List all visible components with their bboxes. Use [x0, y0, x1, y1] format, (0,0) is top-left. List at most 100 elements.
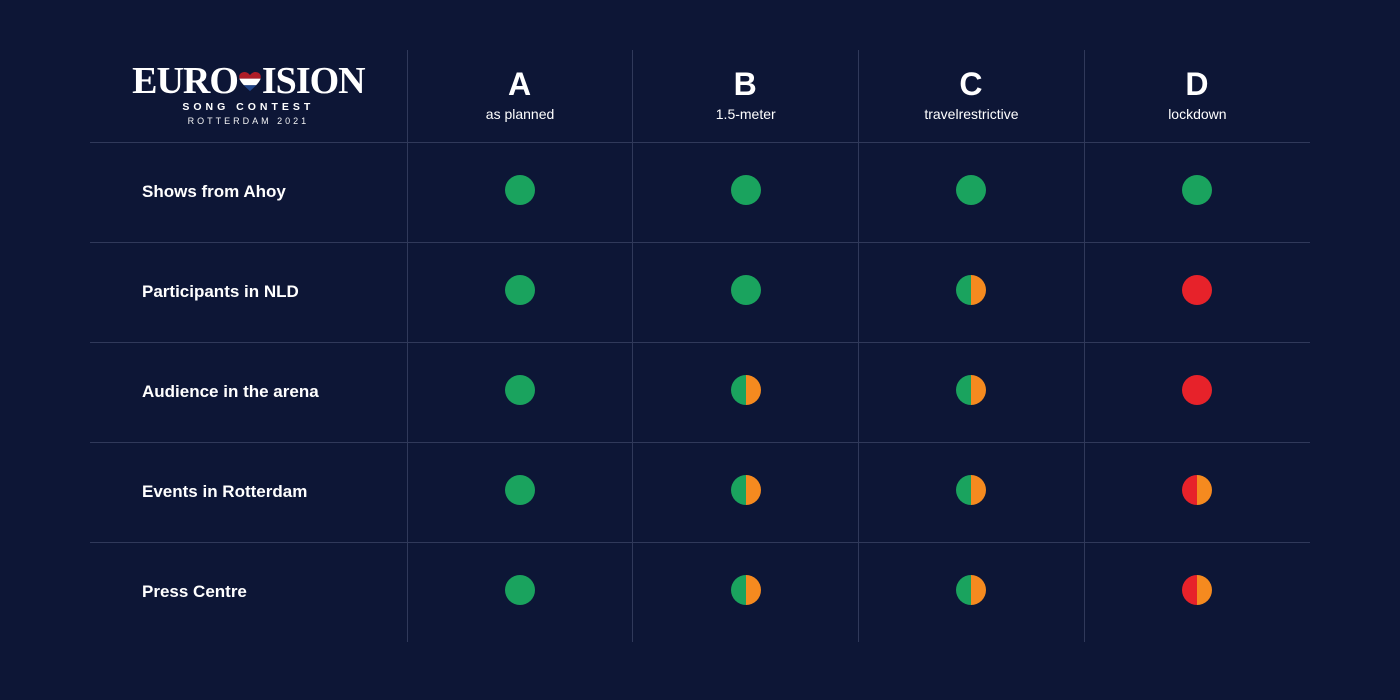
status-dot-right — [746, 575, 761, 605]
status-dot-icon — [731, 475, 761, 505]
row-label: Events in Rotterdam — [90, 442, 407, 542]
status-dot-left — [1182, 575, 1197, 605]
status-dot-left — [505, 475, 520, 505]
status-dot-right — [1197, 375, 1212, 405]
matrix-table: EURO — [90, 50, 1310, 642]
scenario-header-d: D lockdown — [1084, 50, 1310, 142]
scenario-subtitle: lockdown — [1085, 106, 1310, 122]
row-label: Audience in the arena — [90, 342, 407, 442]
status-dot-right — [971, 575, 986, 605]
header-row: EURO — [90, 50, 1310, 142]
status-cell — [633, 542, 859, 642]
scenario-letter: C — [859, 68, 1084, 102]
status-dot-right — [520, 275, 535, 305]
status-dot-right — [746, 175, 761, 205]
status-cell — [633, 342, 859, 442]
status-dot-right — [1197, 575, 1212, 605]
status-dot-left — [731, 275, 746, 305]
status-dot-icon — [956, 275, 986, 305]
status-dot-left — [956, 475, 971, 505]
flag-stripe-white — [239, 79, 261, 86]
table-row: Press Centre — [90, 542, 1310, 642]
status-dot-icon — [731, 575, 761, 605]
status-dot-right — [520, 475, 535, 505]
status-cell — [633, 242, 859, 342]
status-dot-left — [505, 375, 520, 405]
status-cell — [633, 142, 859, 242]
status-cell — [859, 142, 1085, 242]
status-cell — [407, 142, 633, 242]
logo-subtitle-1: SONG CONTEST — [182, 102, 314, 113]
logo-subtitle-2: ROTTERDAM 2021 — [188, 117, 310, 126]
status-dot-right — [746, 375, 761, 405]
status-cell — [407, 242, 633, 342]
scenario-letter: D — [1085, 68, 1310, 102]
status-dot-icon — [731, 275, 761, 305]
status-dot-icon — [731, 375, 761, 405]
status-cell — [1084, 342, 1310, 442]
status-dot-left — [505, 275, 520, 305]
status-cell — [859, 542, 1085, 642]
table-row: Shows from Ahoy — [90, 142, 1310, 242]
status-dot-left — [731, 475, 746, 505]
status-dot-left — [956, 575, 971, 605]
scenario-letter: B — [633, 68, 858, 102]
status-dot-left — [1182, 475, 1197, 505]
status-cell — [1084, 542, 1310, 642]
status-dot-left — [505, 575, 520, 605]
scenario-letter: A — [408, 68, 633, 102]
row-label: Press Centre — [90, 542, 407, 642]
status-cell — [633, 442, 859, 542]
scenario-subtitle: travelrestrictive — [859, 106, 1084, 122]
status-dot-icon — [956, 575, 986, 605]
status-cell — [1084, 242, 1310, 342]
status-cell — [407, 542, 633, 642]
status-dot-right — [971, 275, 986, 305]
status-dot-right — [1197, 175, 1212, 205]
scenario-subtitle: 1.5-meter — [633, 106, 858, 122]
status-cell — [1084, 442, 1310, 542]
status-dot-left — [1182, 175, 1197, 205]
row-label: Shows from Ahoy — [90, 142, 407, 242]
logo-word-left: EURO — [132, 62, 238, 100]
scenario-matrix: EURO — [0, 0, 1400, 682]
status-dot-right — [1197, 475, 1212, 505]
status-dot-right — [520, 575, 535, 605]
status-dot-right — [1197, 275, 1212, 305]
status-dot-right — [746, 475, 761, 505]
status-dot-icon — [1182, 175, 1212, 205]
status-cell — [859, 242, 1085, 342]
scenario-subtitle: as planned — [408, 106, 633, 122]
logo-word-right: ISION — [262, 62, 365, 100]
status-dot-icon — [1182, 475, 1212, 505]
status-dot-right — [520, 375, 535, 405]
status-cell — [1084, 142, 1310, 242]
status-dot-left — [731, 375, 746, 405]
status-dot-left — [956, 175, 971, 205]
status-cell — [407, 342, 633, 442]
status-dot-right — [520, 175, 535, 205]
status-dot-icon — [505, 175, 535, 205]
status-cell — [859, 342, 1085, 442]
status-dot-right — [746, 275, 761, 305]
matrix-body: Shows from AhoyParticipants in NLDAudien… — [90, 142, 1310, 642]
scenario-header-c: C travelrestrictive — [859, 50, 1085, 142]
status-dot-right — [971, 175, 986, 205]
status-dot-left — [1182, 275, 1197, 305]
scenario-header-a: A as planned — [407, 50, 633, 142]
status-dot-left — [956, 275, 971, 305]
status-cell — [407, 442, 633, 542]
status-dot-icon — [505, 575, 535, 605]
status-dot-left — [956, 375, 971, 405]
status-dot-icon — [956, 475, 986, 505]
status-dot-left — [731, 175, 746, 205]
eurovision-logo: EURO — [132, 62, 365, 126]
status-dot-left — [731, 575, 746, 605]
table-row: Events in Rotterdam — [90, 442, 1310, 542]
status-dot-left — [1182, 375, 1197, 405]
logo-wordmark: EURO — [132, 62, 365, 100]
status-dot-icon — [956, 375, 986, 405]
flag-stripe-blue — [239, 85, 261, 92]
status-dot-icon — [731, 175, 761, 205]
status-dot-icon — [505, 375, 535, 405]
